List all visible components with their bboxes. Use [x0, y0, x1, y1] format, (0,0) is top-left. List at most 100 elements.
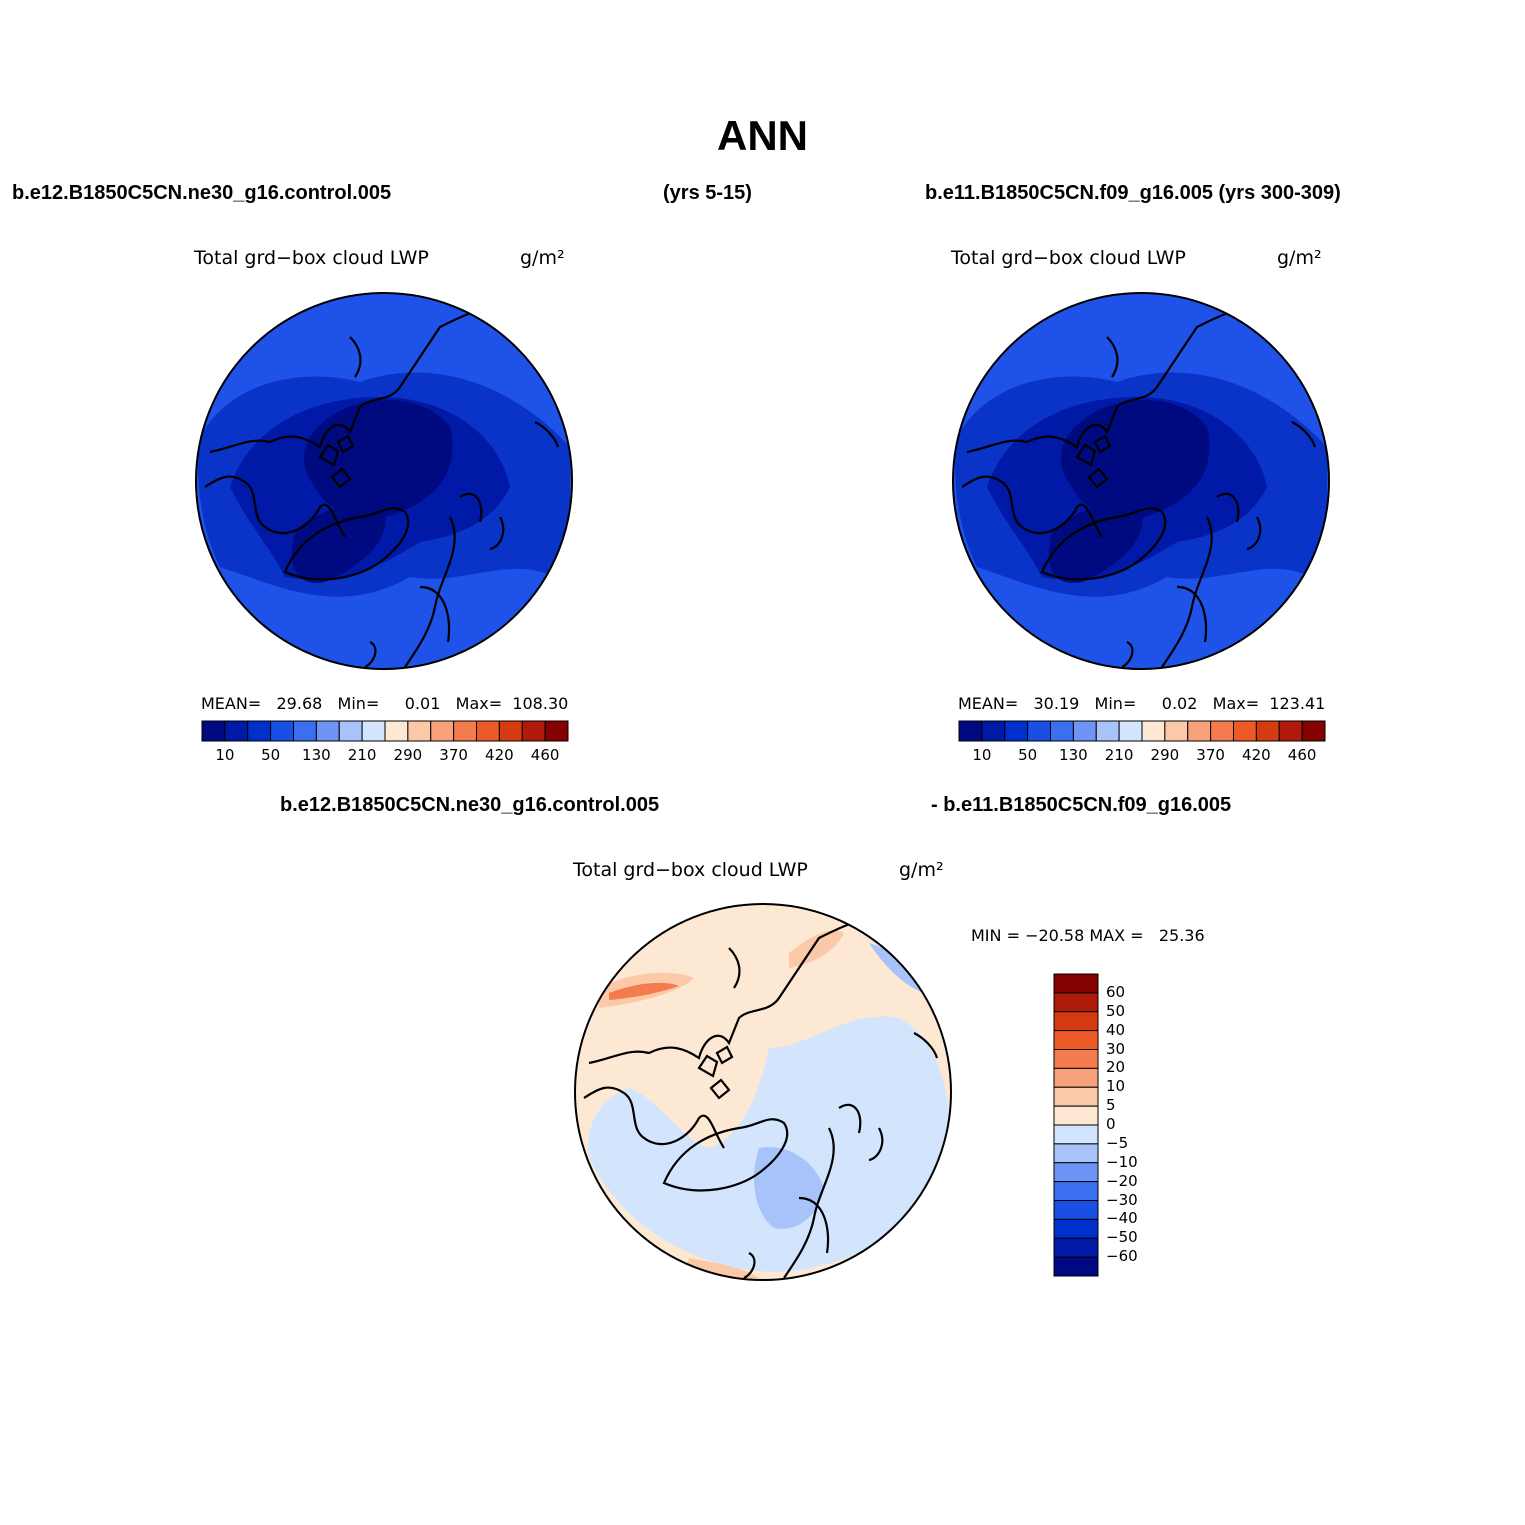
top-left-colorbar-box [224, 720, 249, 742]
top-right-stats: MEAN= 30.19 Min= 0.02 Max= 123.41 [958, 694, 1326, 713]
top-right-units: g/m² [1277, 247, 1322, 269]
top-right-colorbar-tick-label: 370 [1196, 746, 1225, 764]
top-left-colorbar [201, 720, 569, 742]
top-left-colorbar-box [201, 720, 226, 742]
top-left-stats: MEAN= 29.68 Min= 0.01 Max= 108.30 [201, 694, 569, 713]
top-left-colorbar-box [270, 720, 294, 742]
difference-colorbar-box [1053, 1049, 1099, 1069]
difference-colorbar-box [1053, 1011, 1099, 1032]
bottom-case-b: - b.e11.B1850C5CN.f09_g16.005 [931, 794, 1232, 816]
difference-colorbar-box [1053, 1143, 1099, 1164]
top-right-colorbar-box [1118, 720, 1143, 742]
top-right-polar-map [952, 292, 1330, 670]
top-left-colorbar-box [407, 720, 432, 742]
coastlines [961, 309, 1317, 668]
top-left-years: (yrs 5-15) [663, 182, 752, 204]
difference-colorbar-tick-label: 50 [1106, 1001, 1126, 1020]
top-left-colorbar-box [521, 720, 546, 742]
top-left-polar-map [195, 292, 573, 670]
top-left-colorbar-box [315, 720, 340, 742]
difference-colorbar-tick-label: 30 [1106, 1039, 1126, 1058]
field-band-lowest [1060, 399, 1210, 519]
top-right-colorbar-box [1004, 720, 1029, 742]
top-left-colorbar-tick-label: 10 [215, 746, 235, 764]
top-left-colorbar-box [293, 720, 317, 742]
field-negative-medium [869, 943, 924, 993]
top-right-colorbar-box [1278, 720, 1303, 742]
greenland-minimum [291, 504, 386, 583]
top-left-colorbar-box [384, 720, 409, 742]
difference-colorbar-box [1053, 992, 1099, 1013]
difference-colorbar-box [1053, 1086, 1099, 1107]
top-right-colorbar-tick-label: 210 [1104, 746, 1134, 764]
field-negative-small [588, 1016, 950, 1272]
difference-colorbar-box [1053, 1162, 1099, 1183]
difference-colorbar-tick-label: −20 [1106, 1171, 1138, 1190]
top-right-colorbar-box [1027, 720, 1051, 742]
difference-colorbar-tick-label: −5 [1106, 1133, 1129, 1152]
field-positive-medium [789, 930, 844, 968]
top-right-colorbar-labels: 10 50 130 210 290 370 420 460 [957, 746, 1327, 766]
field-negative-medium [754, 1147, 824, 1229]
top-right-colorbar-box [1072, 720, 1097, 742]
difference-colorbar-tick-label: −50 [1106, 1228, 1138, 1247]
top-right-colorbar-box [1095, 720, 1120, 742]
bottom-stats: MIN = −20.58 MAX = 25.36 [971, 926, 1205, 945]
difference-colorbar-box [1053, 1124, 1099, 1145]
difference-colorbar-tick-label: 0 [1106, 1115, 1116, 1133]
top-right-colorbar-box [958, 720, 983, 742]
top-left-colorbar-tick-label: 50 [261, 746, 281, 764]
bottom-units: g/m² [899, 859, 944, 881]
difference-polar-map [574, 903, 952, 1281]
top-right-colorbar-box [1255, 720, 1280, 742]
difference-colorbar-box [1053, 1218, 1099, 1239]
top-right-colorbar-box [981, 720, 1006, 742]
difference-colorbar [1053, 973, 1099, 1277]
field-positive-large [609, 982, 679, 1000]
bottom-case-a: b.e12.B1850C5CN.ne30_g16.control.005 [280, 794, 660, 816]
top-right-colorbar-box [1141, 720, 1166, 742]
difference-colorbar-tick-label: 60 [1106, 982, 1126, 1001]
top-left-colorbar-tick-label: 370 [439, 746, 468, 764]
top-right-colorbar-tick-label: 10 [972, 746, 992, 764]
difference-colorbar-tick-label: −60 [1106, 1247, 1138, 1266]
top-left-colorbar-box [476, 720, 500, 742]
top-left-colorbar-box [544, 720, 569, 742]
top-left-colorbar-box [247, 720, 272, 742]
difference-colorbar-tick-label: 10 [1106, 1077, 1126, 1096]
top-left-colorbar-tick-label: 290 [393, 746, 423, 764]
top-left-colorbar-tick-label: 460 [530, 746, 560, 764]
difference-colorbar-labels: 60 50 40 30 20 10 5 0 −5 −10 −20 −30 −40 −50 −60 [1104, 972, 1164, 1278]
top-right-case-name: b.e11.B1850C5CN.f09_g16.005 (yrs 300-309… [925, 182, 1341, 204]
top-left-colorbar-tick-label: 210 [347, 746, 377, 764]
coastlines [204, 309, 560, 668]
top-left-colorbar-labels: 10 50 130 210 290 370 420 460 [200, 746, 570, 766]
top-left-colorbar-box [453, 720, 477, 742]
top-right-variable: Total grd−box cloud LWP [951, 247, 1186, 269]
map-border [574, 903, 952, 1281]
difference-colorbar-tick-label: −40 [1106, 1209, 1138, 1228]
top-right-colorbar-tick-label: 290 [1150, 746, 1180, 764]
field-band-lowest [303, 399, 453, 519]
top-right-colorbar-tick-label: 50 [1018, 746, 1038, 764]
top-right-colorbar-tick-label: 420 [1242, 746, 1271, 764]
difference-colorbar-box [1053, 1105, 1099, 1126]
difference-colorbar-box [1053, 1200, 1099, 1220]
difference-colorbar-box [1053, 1181, 1099, 1201]
top-right-colorbar-tick-label: 460 [1287, 746, 1317, 764]
top-right-colorbar-box [1187, 720, 1212, 742]
difference-colorbar-box [1053, 1256, 1099, 1277]
top-right-colorbar-tick-label: 130 [1059, 746, 1088, 764]
difference-colorbar-tick-label: −30 [1106, 1190, 1138, 1209]
top-left-units: g/m² [520, 247, 565, 269]
top-left-variable: Total grd−box cloud LWP [194, 247, 429, 269]
top-right-colorbar-box [1050, 720, 1074, 742]
top-right-colorbar-box [1301, 720, 1326, 742]
top-right-colorbar [958, 720, 1326, 742]
difference-colorbar-box [1053, 1030, 1099, 1050]
difference-colorbar-box [1053, 1067, 1099, 1088]
top-left-case-name: b.e12.B1850C5CN.ne30_g16.control.005 [12, 182, 392, 204]
top-left-colorbar-box [338, 720, 363, 742]
difference-colorbar-box [1053, 1237, 1099, 1258]
top-left-colorbar-tick-label: 420 [485, 746, 514, 764]
